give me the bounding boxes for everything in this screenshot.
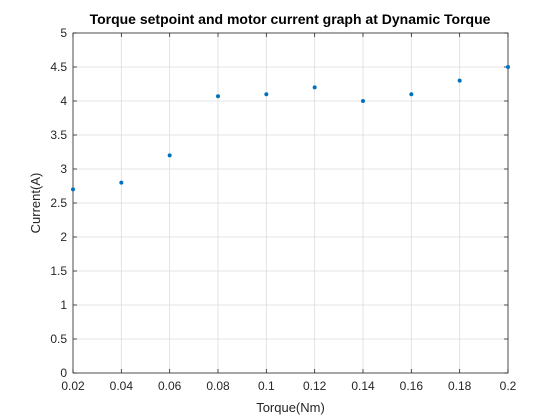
grid-lines	[72, 32, 509, 374]
y-tick-label: 0.5	[50, 332, 67, 346]
data-point	[167, 153, 172, 158]
chart-title: Torque setpoint and motor current graph …	[90, 11, 491, 27]
x-tick-label: 0.12	[303, 379, 327, 393]
y-tick-label: 5	[60, 26, 67, 40]
data-point	[312, 85, 317, 90]
y-tick-label: 4.5	[50, 60, 67, 74]
x-tick-label: 0.06	[158, 379, 182, 393]
data-point	[216, 94, 220, 99]
data-point	[264, 92, 269, 97]
data-point	[119, 180, 124, 185]
data-points	[71, 65, 510, 192]
x-tick-label: 0.2	[500, 379, 517, 393]
data-point	[71, 187, 75, 192]
x-tick-label: 0.16	[400, 379, 424, 393]
y-tick-label: 2	[60, 230, 67, 244]
x-tick-label: 0.02	[61, 379, 85, 393]
x-tick-label: 0.04	[110, 379, 134, 393]
data-point	[361, 99, 365, 103]
y-tick-label: 3	[60, 162, 67, 176]
data-point	[506, 65, 510, 69]
y-tick-label: 3.5	[50, 128, 67, 142]
y-tick-label: 4	[60, 94, 67, 108]
y-tick-label: 0	[60, 366, 67, 380]
y-tick-label: 1	[60, 298, 67, 312]
x-axis-label: Torque(Nm)	[256, 400, 325, 415]
x-tick-label: 0.08	[206, 379, 230, 393]
x-tick-label: 0.18	[448, 379, 472, 393]
axis-ticks: 0.02 0.04 0.06 0.08 0.1 0.12 0.14 0.16 0.18 0.2 0 0…	[50, 26, 516, 393]
x-tick-label: 0.1	[258, 379, 275, 393]
x-tick-label: 0.14	[351, 379, 375, 393]
data-point	[409, 92, 414, 97]
y-tick-label: 2.5	[50, 196, 67, 210]
data-point	[457, 78, 462, 83]
y-tick-label: 1.5	[50, 264, 67, 278]
y-axis-label: Current(A)	[28, 173, 43, 234]
